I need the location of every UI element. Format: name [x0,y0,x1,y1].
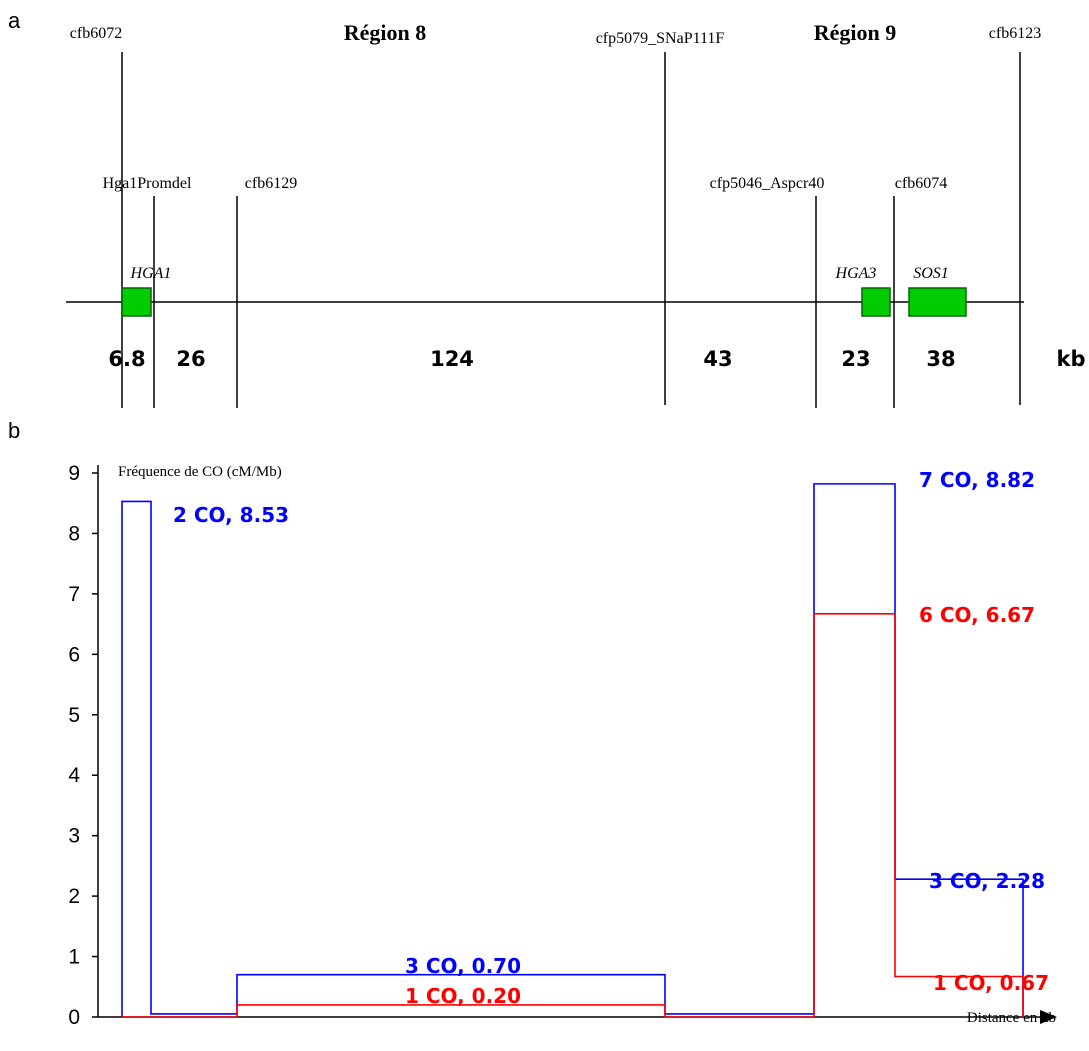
data-label-s2-6: 1 CO, 0.67 [933,971,1049,995]
series-line-1 [121,483,1024,1017]
panel-b-label: b [8,418,20,443]
x-axis-arrowhead [1040,1010,1057,1024]
interval-unit-kb: kb [1057,347,1086,371]
series-labels: 2 CO, 8.53 3 CO, 0.70 7 CO, 8.82 3 CO, 2.28… [173,468,1049,1008]
panel-a-label: a [8,8,21,33]
y-tick-label: 1 [68,946,80,969]
y-tick-label: 8 [68,522,80,545]
gene-label-hga3: HGA3 [835,265,877,282]
y-tick-label: 4 [68,764,80,787]
series-lines [121,483,1024,1018]
gene-label-hga1: HGA1 [130,265,172,282]
gene-box-hga1 [121,287,152,317]
gene-box-hga3 [861,287,891,317]
marker-cfb6072: cfb6072 [70,25,122,42]
data-label-s1-1: 2 CO, 8.53 [173,503,289,527]
data-label-s1-3: 3 CO, 0.70 [405,954,521,978]
y-tick-label: 3 [68,825,80,848]
interval-size-5: 23 [841,347,870,371]
gene-box-sos1 [908,287,967,317]
marker-cfp5079: cfp5079_SNaP111F [596,30,725,47]
interval-size-1: 6.8 [108,347,145,371]
y-tick-label: 7 [68,583,80,606]
marker-lines [121,52,1021,408]
y-tick-label: 5 [68,704,80,727]
interval-size-3: 124 [430,347,474,371]
x-axis-title: Distance en kb [967,1010,1056,1026]
y-tick-label: 0 [68,1006,80,1029]
region-8-label: Région 8 [344,20,427,45]
marker-cfb6129: cfb6129 [245,175,297,192]
marker-hga1promdel: Hga1Promdel [103,175,192,192]
series-line-2 [122,613,1024,1018]
y-tick-label: 6 [68,643,80,666]
marker-cfb6123: cfb6123 [989,25,1041,42]
data-label-s2-5: 6 CO, 6.67 [919,603,1035,627]
data-label-s1-6: 3 CO, 2.28 [929,869,1045,893]
interval-size-2: 26 [176,347,205,371]
data-label-s1-5: 7 CO, 8.82 [919,468,1035,492]
gene-label-sos1: SOS1 [913,265,949,282]
y-tick-label: 2 [68,885,80,908]
y-axis-title: Fréquence de CO (cM/Mb) [118,464,282,480]
marker-cfb6074: cfb6074 [895,175,947,192]
interval-size-4: 43 [703,347,732,371]
interval-size-6: 38 [926,347,955,371]
data-label-s2-3: 1 CO, 0.20 [405,984,521,1008]
y-ticks: 0 1 2 3 4 5 6 7 8 9 [68,462,98,1029]
marker-cfp5046: cfp5046_Aspcr40 [710,175,825,192]
y-tick-label: 9 [68,462,80,485]
region-9-label: Région 9 [814,20,897,45]
